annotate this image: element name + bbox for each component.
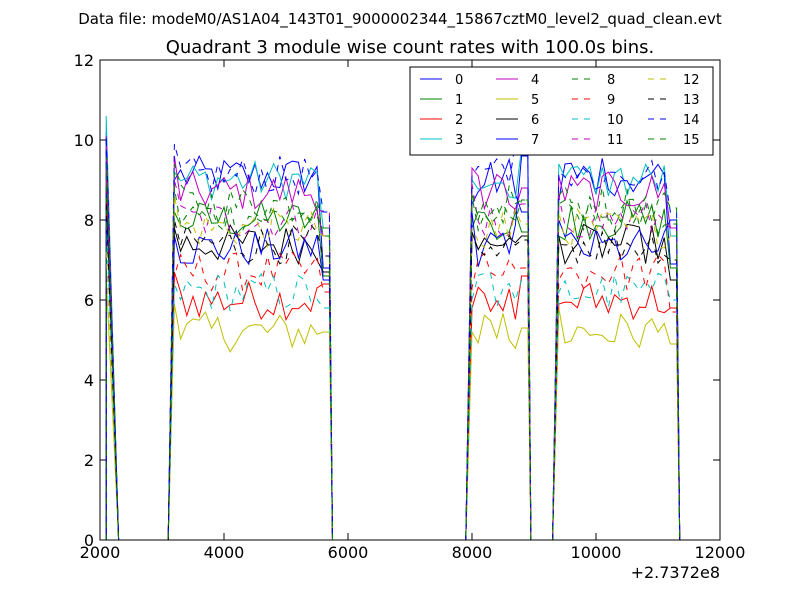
legend-label-11: 11	[607, 133, 624, 148]
x-tick-label: 10000	[571, 543, 622, 562]
series-line-3	[105, 115, 681, 541]
legend-label-12: 12	[683, 73, 700, 88]
series-line-4	[105, 135, 681, 541]
legend-label-0: 0	[455, 73, 463, 88]
legend-label-9: 9	[607, 93, 615, 108]
series-line-15	[105, 163, 681, 541]
series-line-8	[105, 155, 681, 541]
series-line-13	[105, 203, 681, 541]
y-tick-label: 4	[84, 371, 94, 390]
legend-frame	[409, 66, 714, 156]
y-tick-label: 10	[74, 131, 94, 150]
y-tick-label: 0	[84, 531, 94, 550]
legend-label-7: 7	[531, 133, 539, 148]
legend-label-13: 13	[683, 93, 700, 108]
chart-title: Quadrant 3 module wise count rates with …	[166, 37, 655, 58]
series-line-1	[105, 167, 681, 541]
x-tick-label: 8000	[452, 543, 493, 562]
y-tick-label: 12	[74, 51, 94, 70]
x-axis: 2000 4000 6000 8000 10000 12000	[80, 60, 746, 562]
x-tick-label: 4000	[204, 543, 245, 562]
x-tick-label: 2000	[80, 543, 121, 562]
x-tick-label: 6000	[328, 543, 369, 562]
legend-label-6: 6	[531, 113, 539, 128]
y-tick-label: 6	[84, 291, 94, 310]
legend-label-10: 10	[607, 113, 624, 128]
chart-suptitle: Data file: modeM0/AS1A04_143T01_90000023…	[78, 10, 722, 29]
legend-label-4: 4	[531, 73, 539, 88]
x-tick-label: 12000	[695, 543, 746, 562]
series-line-10	[105, 219, 681, 541]
series-lines	[105, 115, 681, 541]
legend-label-15: 15	[683, 133, 700, 148]
series-line-9	[105, 171, 681, 541]
legend-label-8: 8	[607, 73, 615, 88]
y-tick-label: 2	[84, 451, 94, 470]
series-line-7	[105, 155, 681, 541]
plot-frame	[99, 59, 721, 541]
legend-label-3: 3	[455, 133, 463, 148]
legend-label-14: 14	[683, 113, 700, 128]
legend-label-1: 1	[455, 93, 463, 108]
series-line-11	[105, 151, 681, 541]
legend-label-2: 2	[455, 113, 463, 128]
series-line-5	[105, 275, 681, 541]
y-tick-label: 8	[84, 211, 94, 230]
series-line-14	[105, 135, 681, 541]
x-offset-label: +2.7372e8	[631, 563, 720, 582]
legend-label-5: 5	[531, 93, 539, 108]
